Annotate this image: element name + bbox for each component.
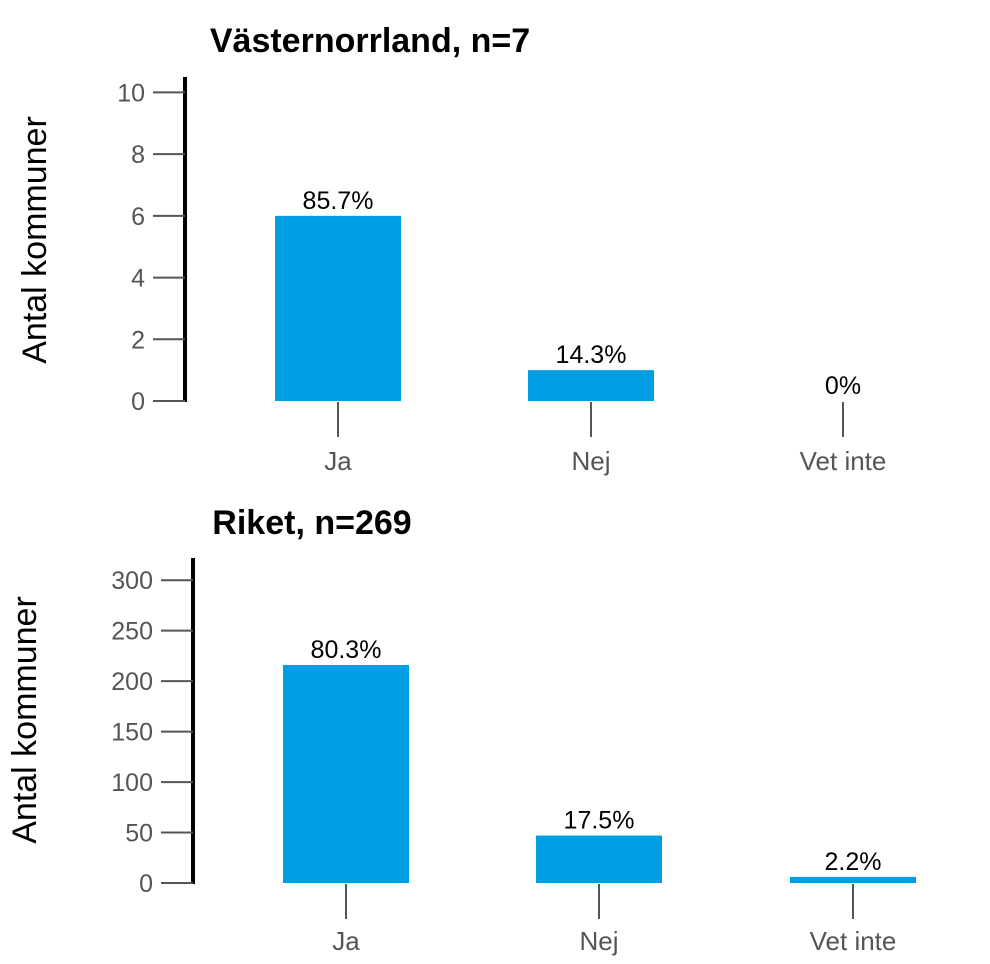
y-axis-label: Antal kommuner [16, 116, 54, 364]
y-tick-label: 100 [111, 769, 153, 797]
bar-chart-vasternorrland: Västernorrland, n=7 Antal kommuner 0 2 4 6 8… [16, 22, 886, 476]
chart-panel-vasternorrland: Västernorrland, n=7 Antal kommuner 0 2 4 6 8… [16, 22, 886, 476]
y-tick-label: 300 [111, 567, 153, 595]
chart-marks: 0 2 4 6 8 10 Ja 85.7% Nej 14.3% Vet inte 0% [117, 77, 886, 476]
y-tick-label: 10 [117, 79, 145, 107]
y-tick-label: 0 [139, 870, 153, 898]
category-label: Nej [571, 446, 610, 476]
y-axis-label: Antal kommuner [6, 596, 44, 844]
y-tick-label: 50 [125, 820, 153, 848]
category-label: Nej [579, 926, 618, 956]
y-tick-label: 150 [111, 719, 153, 747]
y-tick-label: 8 [131, 141, 145, 169]
y-tick-label: 200 [111, 668, 153, 696]
data-label: 2.2% [825, 848, 882, 876]
chart-marks: 0 50 100 150 200 250 300 Ja 80.3% Nej 17.5% Vet int… [111, 558, 916, 956]
chart-title: Riket, n=269 [212, 504, 411, 542]
bar-chart-riket: Riket, n=269 Antal kommuner 0 50 100 150 200… [6, 504, 916, 956]
bar-nej [528, 370, 654, 401]
bar-ja [283, 664, 409, 883]
category-label: Vet inte [800, 446, 887, 476]
y-tick-label: 250 [111, 618, 153, 646]
category-label: Ja [332, 926, 360, 956]
y-tick-label: 6 [131, 203, 145, 231]
data-label: 85.7% [303, 187, 374, 215]
data-label: 14.3% [556, 341, 627, 369]
chart-panel-riket: Riket, n=269 Antal kommuner 0 50 100 150 200… [0, 484, 990, 964]
bar-ja [275, 215, 401, 401]
y-tick-label: 0 [131, 388, 145, 416]
bar-nej [536, 835, 662, 883]
bar-vet-inte [790, 876, 916, 883]
y-tick-label: 2 [131, 326, 145, 354]
y-tick-label: 4 [131, 265, 145, 293]
data-label: 17.5% [564, 807, 635, 835]
category-label: Vet inte [810, 926, 897, 956]
data-label: 80.3% [311, 636, 382, 664]
chart-title: Västernorrland, n=7 [210, 22, 530, 60]
data-label: 0% [825, 372, 861, 400]
category-label: Ja [324, 446, 352, 476]
